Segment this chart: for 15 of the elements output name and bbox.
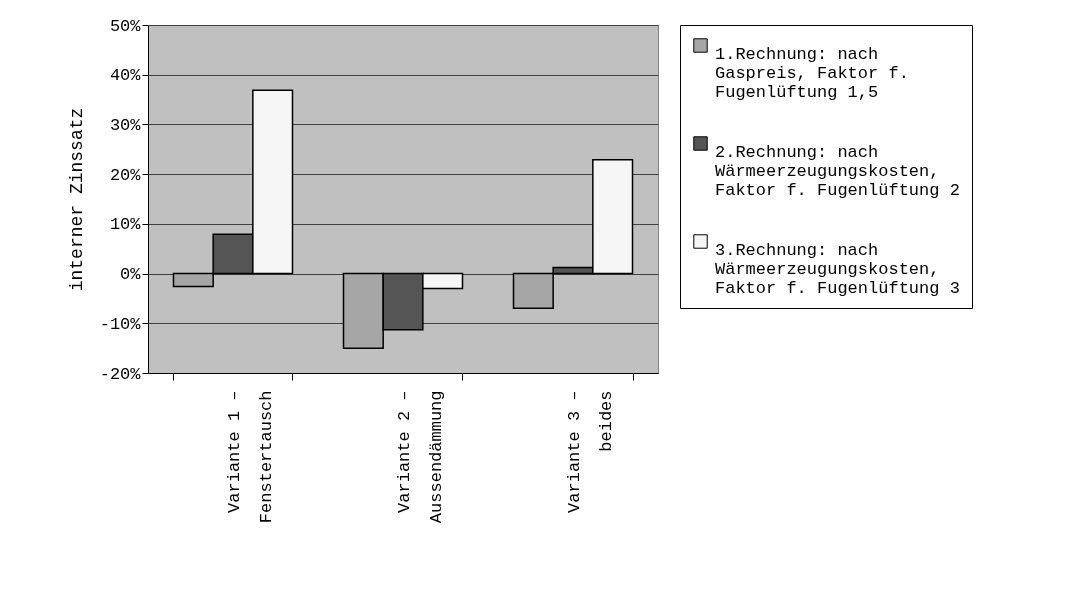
legend-label: 1.Rechnung: nach Gaspreis, Faktor f. Fugenlüftung 1,5 (715, 44, 909, 102)
y-tick-label: 10% (109, 215, 142, 235)
y-tick-label: -20% (99, 364, 142, 384)
x-tick-label: Variante 2 – Aussendämmung (394, 390, 446, 524)
y-tick-label: -10% (99, 314, 142, 334)
y-axis-title: interner Zinssatz (66, 107, 87, 292)
x-tick-label: Variante 1 – Fenstertausch (224, 390, 276, 524)
y-tick-label: 50% (109, 16, 142, 36)
y-tick-label: 40% (109, 66, 142, 86)
y-tick-label: 30% (109, 115, 142, 135)
legend-label: 3.Rechnung: nach Wärmeerzeugungskosten, Faktor f. Fugenlüftung 3 (715, 240, 960, 298)
y-tick-label: 20% (109, 165, 142, 185)
y-tick-label: 0% (120, 265, 142, 285)
x-tick-label: Variante 3 – beides (564, 390, 616, 513)
legend-label: 2.Rechnung: nach Wärmeerzeugungskosten, Faktor f. Fugenlüftung 2 (715, 142, 960, 200)
